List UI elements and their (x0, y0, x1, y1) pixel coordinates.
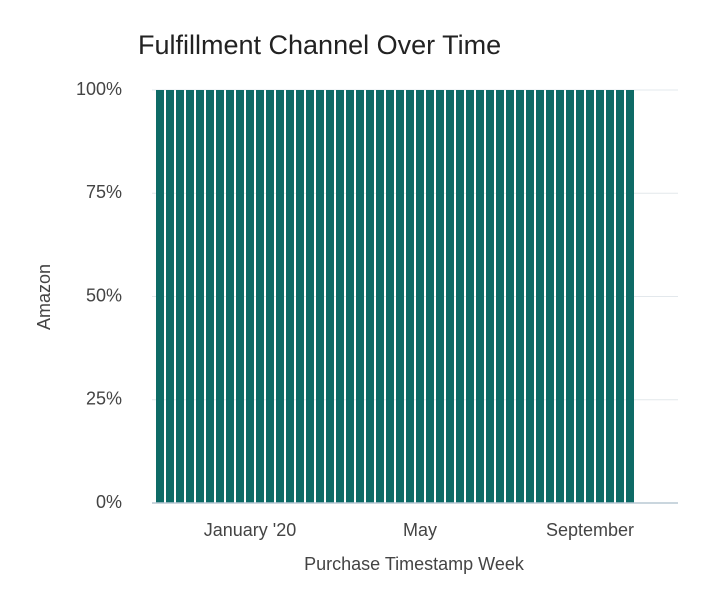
bar (366, 90, 374, 503)
bar (206, 90, 214, 503)
bar (526, 90, 534, 503)
bar (416, 90, 424, 503)
bar (236, 90, 244, 503)
bar (386, 90, 394, 503)
bar (476, 90, 484, 503)
bar (296, 90, 304, 503)
y-tick-label: 25% (86, 389, 122, 409)
bar (466, 90, 474, 503)
bar (606, 90, 614, 503)
bar (626, 90, 634, 503)
bar (446, 90, 454, 503)
bar (356, 90, 364, 503)
bar (566, 90, 574, 503)
bar (506, 90, 514, 503)
bar (166, 90, 174, 503)
bar (616, 90, 624, 503)
bar (216, 90, 224, 503)
bar (336, 90, 344, 503)
y-tick-label: 50% (86, 285, 122, 305)
bar (266, 90, 274, 503)
y-tick-label: 75% (86, 182, 122, 202)
bar (536, 90, 544, 503)
bar (556, 90, 564, 503)
bar (286, 90, 294, 503)
bar (436, 90, 444, 503)
bar (586, 90, 594, 503)
x-tick-label: September (546, 520, 634, 540)
bar (316, 90, 324, 503)
bar (346, 90, 354, 503)
chart-title: Fulfillment Channel Over Time (138, 30, 501, 60)
bar (306, 90, 314, 503)
bar (396, 90, 404, 503)
bar (326, 90, 334, 503)
y-tick-label: 100% (76, 79, 122, 99)
bar (226, 90, 234, 503)
y-axis-label: Amazon (34, 264, 54, 330)
bar (596, 90, 604, 503)
x-tick-label: January '20 (204, 520, 297, 540)
x-tick-label: May (403, 520, 437, 540)
bar (496, 90, 504, 503)
bar (186, 90, 194, 503)
bar (176, 90, 184, 503)
bar (516, 90, 524, 503)
bar (486, 90, 494, 503)
bar (426, 90, 434, 503)
bar (256, 90, 264, 503)
bar (546, 90, 554, 503)
x-axis-label: Purchase Timestamp Week (304, 554, 525, 574)
bar (156, 90, 164, 503)
bar (576, 90, 584, 503)
bar (196, 90, 204, 503)
bar (456, 90, 464, 503)
y-tick-label: 0% (96, 492, 122, 512)
bar (246, 90, 254, 503)
bar (376, 90, 384, 503)
bar (406, 90, 414, 503)
bar (276, 90, 284, 503)
